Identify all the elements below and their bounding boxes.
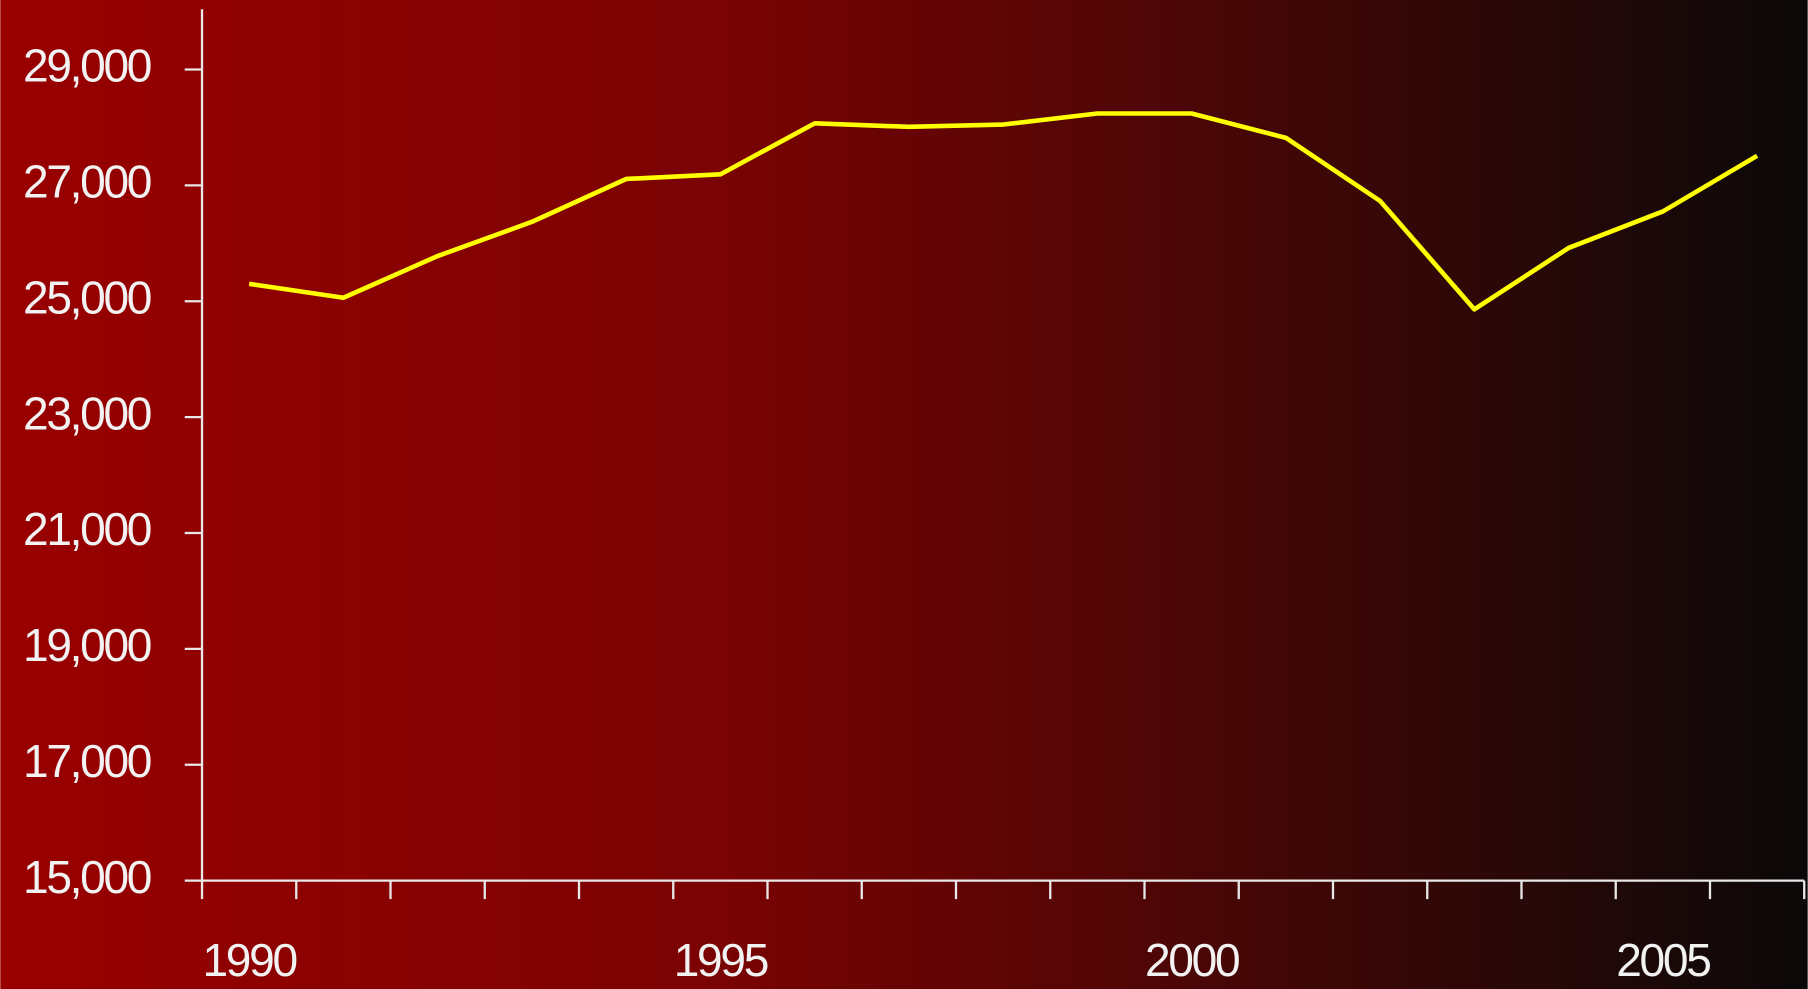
x-tick-label: 2000 xyxy=(1145,934,1239,986)
x-tick-label: 1990 xyxy=(202,934,296,986)
y-tick-label: 15,000 xyxy=(23,851,151,903)
y-tick-label: 21,000 xyxy=(23,503,151,555)
y-tick-label: 29,000 xyxy=(23,40,151,92)
x-tick-label: 2005 xyxy=(1616,934,1710,986)
y-tick-label: 25,000 xyxy=(23,271,151,323)
y-tick-label: 23,000 xyxy=(23,387,151,439)
x-tick-label: 1995 xyxy=(674,934,768,986)
y-tick-label: 27,000 xyxy=(23,156,151,208)
data-line xyxy=(248,111,1759,312)
y-tick-label: 19,000 xyxy=(23,619,151,671)
y-tick-label: 17,000 xyxy=(23,735,151,787)
